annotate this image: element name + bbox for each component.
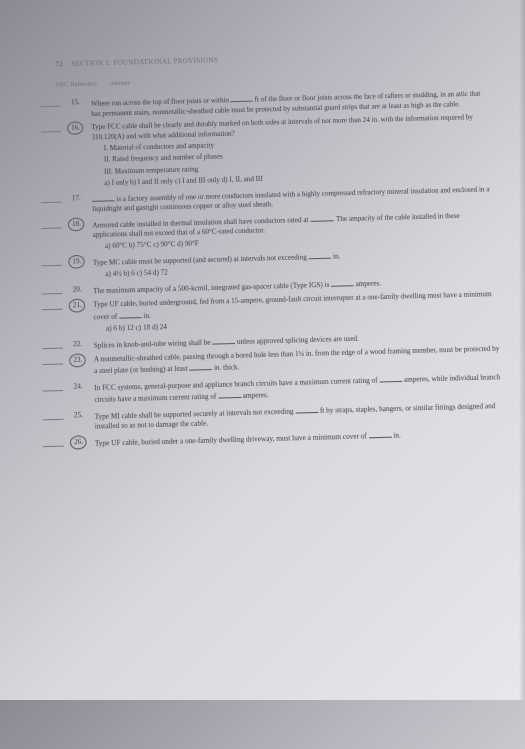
answer-blank <box>41 195 61 203</box>
fill-blank <box>189 362 212 371</box>
page-shadow <box>519 0 525 700</box>
fill-blank <box>92 193 114 202</box>
fill-blank <box>379 373 402 382</box>
questions-container: 15.Where run across the top of floor joi… <box>56 87 516 450</box>
answer-blank <box>41 125 61 133</box>
fill-blank <box>368 429 391 438</box>
answer-blank <box>42 258 63 266</box>
fill-blank <box>331 278 354 287</box>
question-text: Type UF cable, buried under a one-family… <box>95 431 401 448</box>
question-number: 19. <box>72 257 81 267</box>
question-number: 23. <box>73 355 82 365</box>
answer-blank <box>43 439 64 447</box>
fill-blank <box>218 390 241 399</box>
question-number: 17. <box>72 194 81 204</box>
fill-blank <box>119 309 142 318</box>
fill-blank <box>295 404 318 413</box>
ref-left: NEC Reference <box>56 81 97 89</box>
fill-blank <box>231 94 253 103</box>
question: 16.Type FCC cable shall be clearly and d… <box>91 112 503 189</box>
fill-blank <box>308 250 331 259</box>
question-number: 16. <box>71 123 80 133</box>
question-number: 25. <box>74 410 83 420</box>
question: 18.Armored cable installed in thermal in… <box>92 208 506 252</box>
answer-blank <box>42 303 63 311</box>
question-number: 15. <box>71 98 80 108</box>
question: 21.Type UF cable, buried underground, fe… <box>93 290 510 335</box>
question-text: Type MI cable shall be supported securel… <box>95 401 496 430</box>
question-number: 24. <box>74 382 83 392</box>
section-title: SECTION 1: FOUNDATIONAL PROVISIONS <box>71 56 218 68</box>
page-number: 72 <box>55 60 63 68</box>
answer-blank <box>43 412 64 420</box>
answer-blank <box>41 100 61 108</box>
ref-right: Answer <box>110 80 130 88</box>
question-number: 21. <box>73 301 82 311</box>
question-number: 26. <box>74 437 83 447</box>
question-text: In FCC systems, general-purpose and appl… <box>94 373 500 405</box>
question-text: Splices in knob-and-tube wiring shall be… <box>94 334 359 350</box>
answer-blank <box>41 221 61 229</box>
question-number: 22. <box>73 339 82 349</box>
question-number: 20. <box>73 285 82 295</box>
answer-blank <box>42 357 63 365</box>
answer-blank <box>42 341 63 349</box>
answer-blank <box>43 383 64 391</box>
question-text: The maximum ampacity of a 500-kcmil, int… <box>93 279 381 295</box>
reference-row: NEC Reference Answer <box>56 70 499 90</box>
page-header: 72 SECTION 1: FOUNDATIONAL PROVISIONS <box>55 49 497 70</box>
question-number: 18. <box>72 219 81 229</box>
fill-blank <box>310 213 333 222</box>
page: 72 SECTION 1: FOUNDATIONAL PROVISIONS NE… <box>0 0 525 749</box>
answer-blank <box>42 286 63 294</box>
fill-blank <box>212 335 235 344</box>
